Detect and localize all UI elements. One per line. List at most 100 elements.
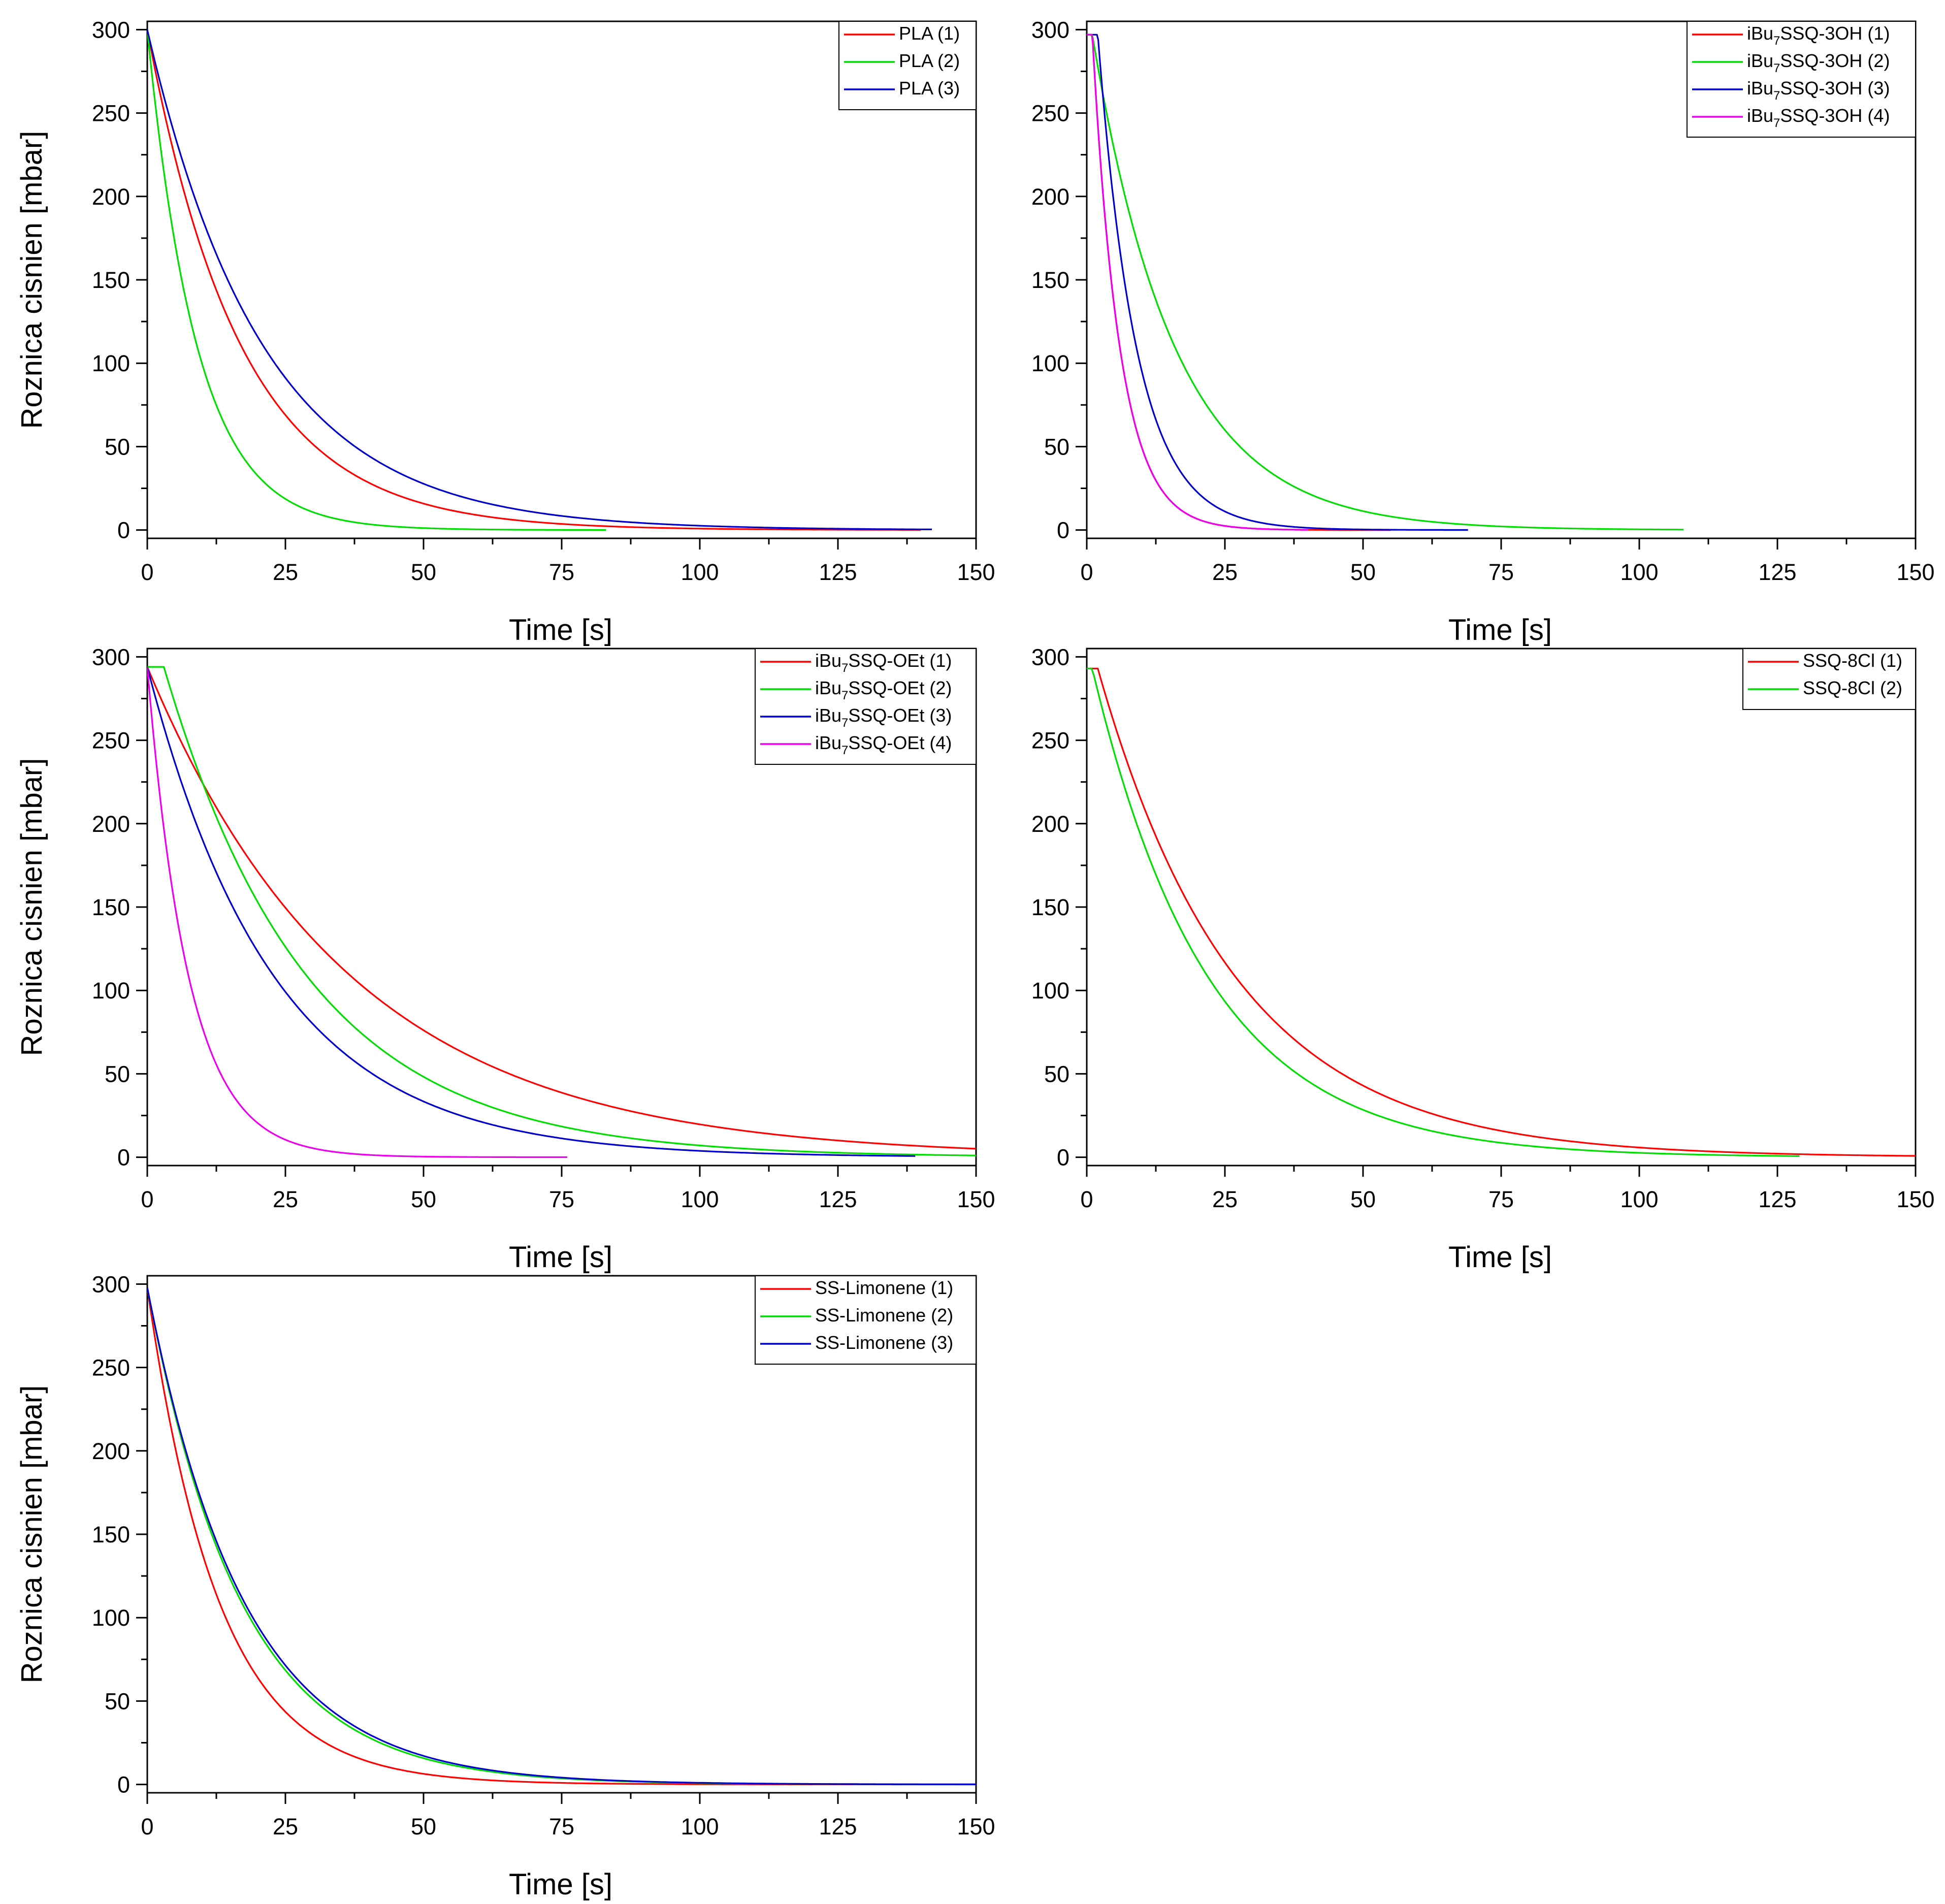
series-line	[1087, 34, 1468, 531]
x-tick-label: 125	[1758, 1186, 1796, 1212]
x-tick-label: 25	[273, 559, 298, 585]
x-axis-title: Time [s]	[1448, 614, 1552, 647]
y-tick-label: 200	[1031, 184, 1069, 210]
series-line	[1087, 34, 1683, 531]
legend-box	[838, 21, 977, 110]
x-axis-title: Time [s]	[1448, 1241, 1552, 1274]
series-line	[1087, 34, 1308, 531]
y-tick-label: 150	[1031, 267, 1069, 293]
x-tick-label: 0	[1080, 559, 1093, 585]
x-tick-label: 100	[1620, 1186, 1658, 1212]
x-tick-label: 125	[819, 1814, 857, 1840]
legend-box	[1742, 648, 1916, 710]
y-tick-label: 50	[105, 434, 130, 460]
legend-label: PLA (3)	[899, 78, 960, 99]
y-tick-label: 300	[1031, 17, 1069, 43]
series-line	[1087, 667, 1800, 1157]
x-tick-label: 75	[549, 1186, 574, 1212]
legend-label: iBu7SSQ-3OH (1)	[1747, 23, 1890, 48]
x-tick-label: 0	[141, 1186, 153, 1212]
y-tick-label: 250	[1031, 101, 1069, 126]
y-tick-label: 0	[117, 1772, 130, 1798]
x-tick-label: 100	[680, 559, 719, 585]
y-tick-label: 150	[92, 894, 130, 920]
x-tick-label: 50	[1350, 1186, 1376, 1212]
y-tick-label: 300	[92, 644, 130, 670]
y-tick-label: 0	[117, 1145, 130, 1171]
x-tick-label: 75	[549, 1814, 574, 1840]
x-axis-title: Time [s]	[509, 614, 612, 647]
chart-ibu7ssq-3oh: 0 25 50 75 100 125 150 0 50 100 150 200 250 300 Time […	[1031, 17, 1935, 647]
x-tick-label: 50	[411, 1814, 436, 1840]
x-tick-label: 25	[273, 1186, 298, 1212]
legend-label: SS-Limonene (3)	[815, 1332, 953, 1353]
legend-box	[755, 1275, 977, 1365]
y-tick-label: 250	[1031, 728, 1069, 754]
legend-label: SSQ-8Cl (1)	[1803, 650, 1902, 671]
legend-label: iBu7SSQ-3OH (4)	[1747, 105, 1890, 130]
chart-ibu7ssq-oet: 0 25 50 75 100 125 150 0 50 100 150 200 250 300 Time […	[15, 644, 995, 1274]
legend-label: SS-Limonene (1)	[815, 1277, 953, 1298]
x-tick-label: 0	[141, 559, 153, 585]
x-tick-label: 25	[1212, 1186, 1238, 1212]
legend-label: iBu7SSQ-3OH (2)	[1747, 50, 1890, 75]
series-line	[147, 666, 567, 1158]
x-tick-label: 100	[680, 1186, 719, 1212]
x-tick-label: 0	[1080, 1186, 1093, 1212]
x-tick-label: 50	[411, 1186, 436, 1212]
legend-box	[1687, 21, 1916, 138]
chart-pla: 0 25 50 75 100 125 150 0 50 100 150 200 250 300 Time […	[15, 17, 995, 647]
y-tick-label: 250	[92, 101, 130, 126]
x-tick-label: 150	[1896, 1186, 1934, 1212]
y-tick-label: 150	[92, 1522, 130, 1547]
legend-label: iBu7SSQ-OEt (4)	[815, 732, 952, 757]
chart-ssq-8cl: 0 25 50 75 100 125 150 0 50 100 150 200 250 300 Time […	[1031, 644, 1935, 1274]
y-tick-label: 100	[92, 350, 130, 376]
x-tick-label: 75	[549, 559, 574, 585]
legend: iBu7SSQ-3OH (1)iBu7SSQ-3OH (2) iBu7SSQ-3O…	[1687, 21, 1916, 138]
y-tick-label: 0	[117, 518, 130, 543]
legend-label: iBu7SSQ-OEt (1)	[815, 650, 952, 675]
y-tick-label: 300	[92, 1271, 130, 1297]
series-line	[147, 29, 932, 530]
x-tick-label: 75	[1488, 559, 1514, 585]
series-line	[147, 666, 976, 1156]
x-tick-label: 100	[680, 1814, 719, 1840]
y-tick-label: 100	[1031, 978, 1069, 1004]
legend-label: iBu7SSQ-OEt (3)	[815, 705, 952, 730]
series-line	[1087, 667, 1916, 1157]
legend-label: SS-Limonene (2)	[815, 1305, 953, 1326]
series-line	[147, 666, 916, 1157]
legend-label: PLA (2)	[899, 50, 960, 71]
chart-ss-limonene: 0 25 50 75 100 125 150 0 50 100 150 200 250 300 Time […	[15, 1271, 995, 1901]
y-tick-label: 0	[1057, 518, 1069, 543]
x-axis-title: Time [s]	[509, 1868, 612, 1901]
x-tick-label: 0	[141, 1814, 153, 1840]
x-tick-label: 75	[1488, 1186, 1514, 1212]
x-tick-label: 125	[819, 559, 857, 585]
series-line	[147, 1287, 976, 1785]
x-tick-label: 150	[1896, 559, 1934, 585]
y-axis-title: Roznica cisnien [mbar]	[15, 1385, 48, 1684]
legend-box	[755, 648, 977, 765]
x-axis-title: Time [s]	[509, 1241, 612, 1274]
legend-label: iBu7SSQ-3OH (3)	[1747, 78, 1890, 103]
x-tick-label: 125	[819, 1186, 857, 1212]
x-tick-label: 150	[957, 1814, 995, 1840]
x-tick-label: 25	[1212, 559, 1238, 585]
legend: SS-Limonene (1) SS-Limonene (2) SS-Limonen…	[755, 1275, 977, 1365]
y-tick-label: 200	[92, 811, 130, 837]
y-tick-label: 150	[92, 267, 130, 293]
legend: PLA (1) PLA (2) PLA (3)	[838, 21, 977, 110]
series-line	[147, 29, 606, 531]
series-line	[1087, 34, 1391, 531]
plot-frame	[1086, 648, 1917, 1167]
y-tick-label: 100	[1031, 350, 1069, 376]
y-tick-label: 50	[105, 1688, 130, 1714]
y-axis-title: Roznica cisnien [mbar]	[15, 131, 48, 429]
y-tick-label: 100	[92, 978, 130, 1004]
y-tick-label: 50	[1044, 1061, 1069, 1087]
series-line	[147, 666, 976, 1150]
y-tick-label: 0	[1057, 1145, 1069, 1171]
y-tick-label: 150	[1031, 894, 1069, 920]
